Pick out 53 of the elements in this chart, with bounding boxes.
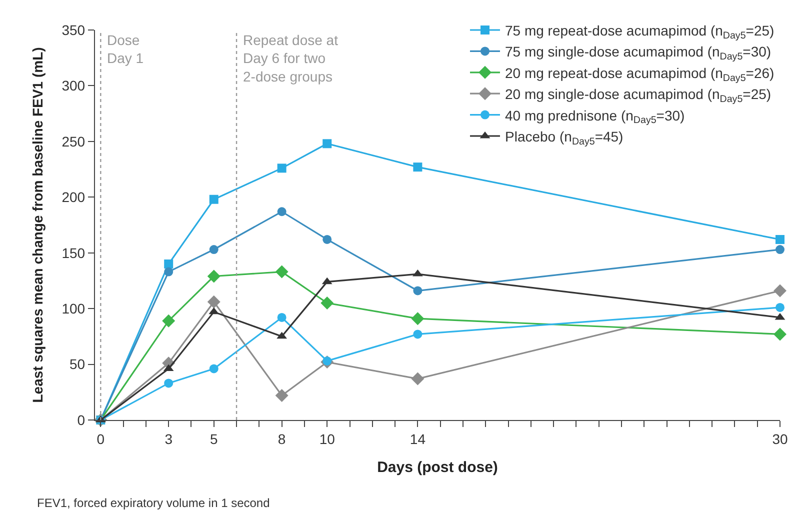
point xyxy=(164,260,174,268)
point xyxy=(322,139,332,148)
y-tick-label: 50 xyxy=(69,356,86,372)
point xyxy=(411,372,424,386)
point xyxy=(164,267,174,276)
point xyxy=(776,245,784,254)
point xyxy=(209,194,218,204)
point xyxy=(322,234,332,244)
point xyxy=(277,164,286,173)
point xyxy=(275,265,288,278)
y-tick-label: 250 xyxy=(62,133,86,150)
x-tick-label: 0 xyxy=(96,430,105,447)
point xyxy=(207,295,220,308)
point xyxy=(776,302,784,312)
x-tick-label: 3 xyxy=(164,430,173,447)
point xyxy=(277,207,286,216)
legend-label: 20 mg repeat-dose acumapimod (n$_{Day5}$=26) xyxy=(505,64,774,84)
legend-label: 40 mg prednisone (n$_{Day5}$=30) xyxy=(505,107,685,126)
y-tick-label: 300 xyxy=(62,78,86,94)
x-tick-label: 8 xyxy=(278,430,286,447)
x-tick-label: 5 xyxy=(210,430,218,447)
y-tick-label: 350 xyxy=(62,22,86,38)
point xyxy=(776,234,784,244)
ref-line-label: Dose Day 1 xyxy=(107,32,144,66)
point xyxy=(162,314,176,328)
point xyxy=(164,378,174,388)
legend-label: Placebo (n$_{Day5}$=45) xyxy=(505,128,624,148)
point xyxy=(413,162,422,172)
point xyxy=(207,270,220,283)
y-axis-title: Least squares mean change from baseline FEV1 (mL) xyxy=(29,47,46,403)
point xyxy=(320,296,334,310)
legend-label: 20 mg single-dose acumapimod (n$_{Day5}$=25) xyxy=(505,86,772,105)
y-tick-label: 150 xyxy=(62,244,86,261)
ref-line-label: Repeat dose at Day 6 for two 2-dose groups xyxy=(243,32,338,84)
point xyxy=(774,328,786,341)
point xyxy=(413,286,422,296)
x-tick-label: 30 xyxy=(772,430,788,447)
point xyxy=(277,312,286,322)
y-tick-label: 200 xyxy=(62,189,86,206)
point xyxy=(774,284,786,298)
x-tick-label: 14 xyxy=(410,430,426,447)
x-axis-title: Days (post dose) xyxy=(377,458,498,476)
y-tick-label: 100 xyxy=(62,300,86,316)
text: FEV1, forced expiratory volume in 1 second xyxy=(37,496,270,510)
y-tick-label: 0 xyxy=(77,412,86,428)
legend-label: 75 mg repeat-dose acumapimod (n$_{Day5}$=25) xyxy=(505,22,774,42)
point xyxy=(411,312,424,326)
point xyxy=(209,364,218,374)
point xyxy=(209,245,218,254)
point xyxy=(413,330,422,339)
point xyxy=(275,388,288,402)
legend-label: 75 mg single-dose acumapimod (n$_{Day5}$=30) xyxy=(505,44,772,63)
x-tick-label: 10 xyxy=(319,430,336,447)
